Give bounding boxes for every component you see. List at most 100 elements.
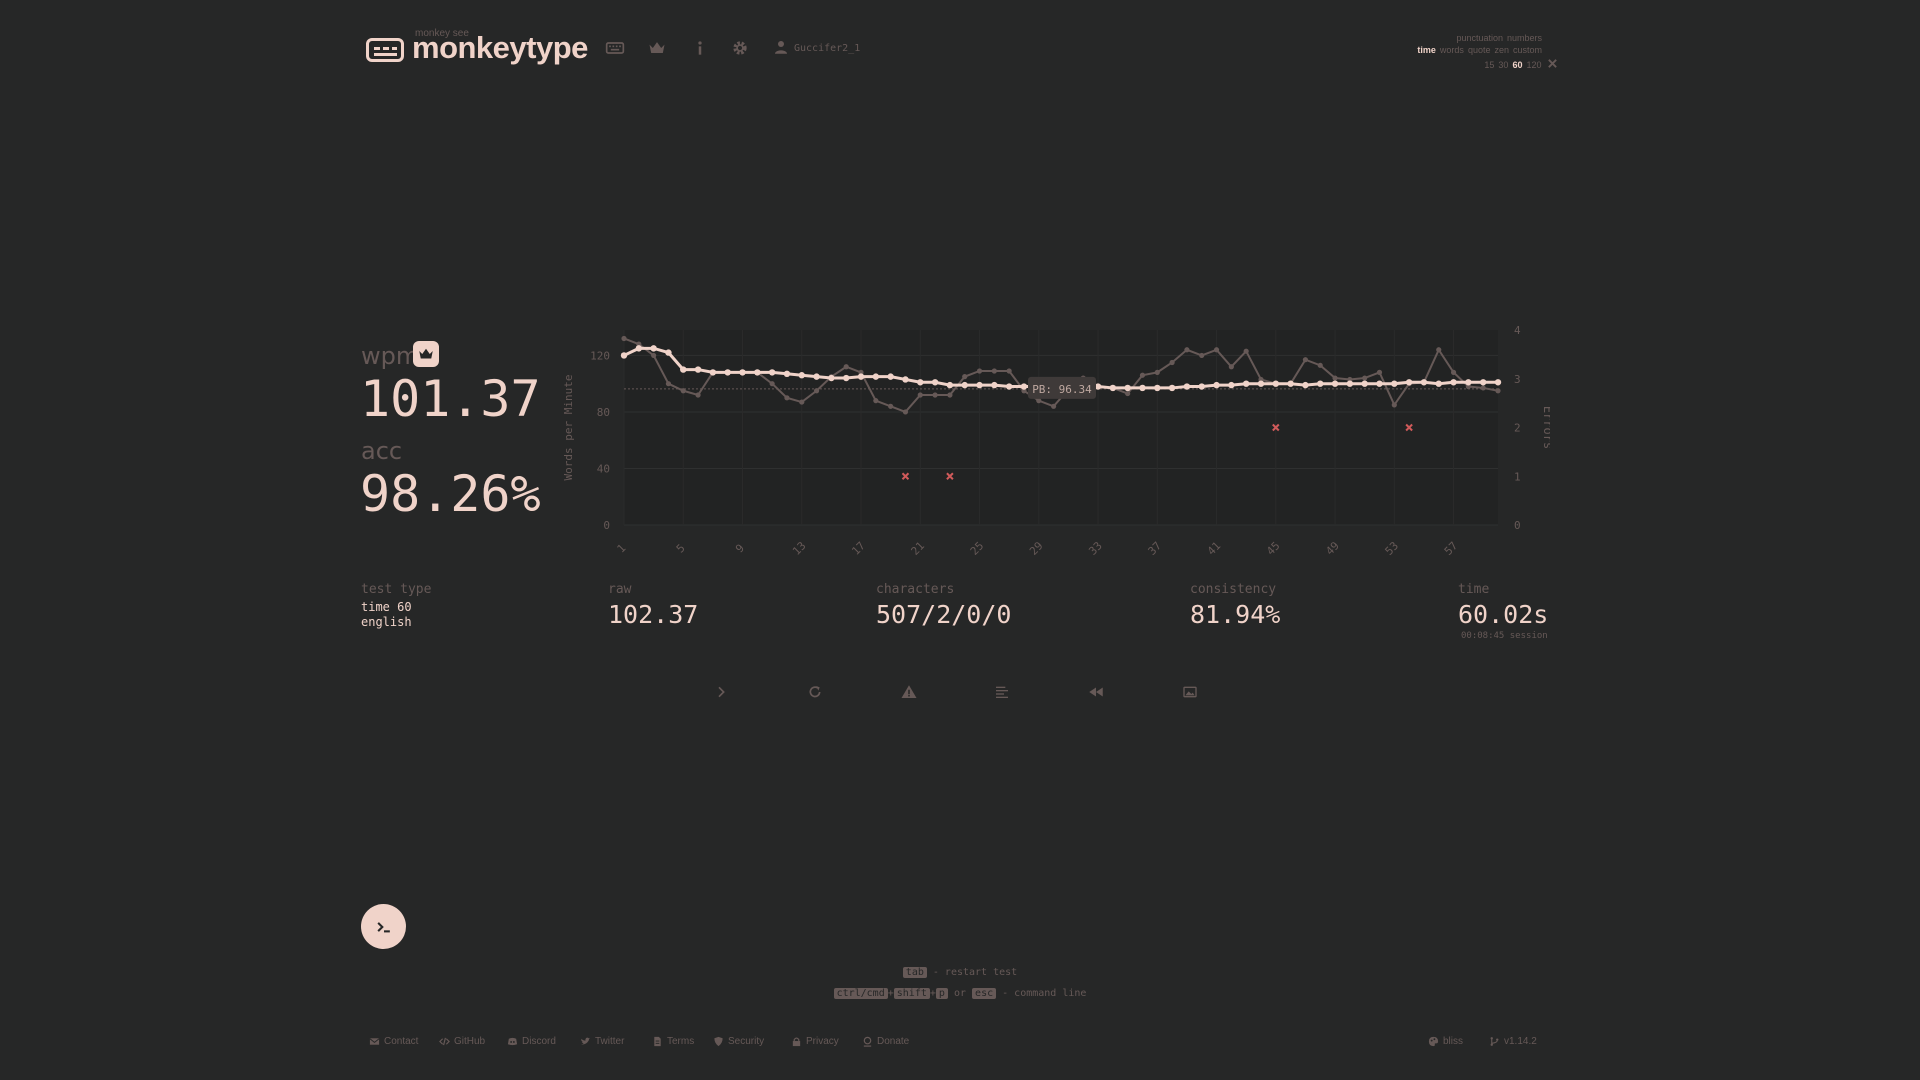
footer-github-label: GitHub (454, 1036, 486, 1047)
config-time-120[interactable]: 120 (1526, 60, 1542, 70)
code-branch-icon (1490, 1037, 1499, 1046)
footer-theme[interactable]: bliss (1428, 1036, 1463, 1047)
raw-data-point (1199, 352, 1205, 359)
config-mode-words[interactable]: words (1439, 45, 1464, 55)
wpm-data-point (1420, 379, 1428, 386)
wpm-data-point (1154, 384, 1161, 392)
wpm-data-point (1302, 381, 1309, 389)
wpm-data-point (976, 381, 983, 389)
next-test-button[interactable] (705, 680, 737, 704)
wpm-data-point (724, 369, 731, 376)
wpm-data-point (872, 373, 880, 380)
x-tick-label: 13 (790, 539, 809, 558)
config-mode-custom[interactable]: custom (1512, 45, 1542, 55)
settings-gear-icon[interactable] (730, 38, 754, 62)
wpm-data-point (857, 373, 865, 380)
footer-security[interactable]: Security (713, 1036, 764, 1047)
info-icon[interactable] (690, 38, 714, 62)
footer-github[interactable]: GitHub (439, 1036, 485, 1047)
accuracy-value: 98.26% (360, 465, 541, 523)
restart-test-button[interactable] (799, 680, 831, 704)
wpm-data-point (1465, 379, 1472, 386)
raw-data-point (651, 352, 657, 359)
esc-key: esc (972, 988, 997, 999)
wpm-data-point (917, 379, 924, 386)
wpm-data-point (828, 374, 835, 382)
watch-replay-button[interactable] (1080, 680, 1112, 704)
logo-icon[interactable] (366, 38, 404, 62)
footer-version[interactable]: v1.14.2 (1489, 1036, 1537, 1047)
wpm-value: 101.37 (360, 370, 541, 428)
x-tick-label: 57 (1442, 539, 1461, 558)
y-tick-label: 120 (590, 349, 610, 362)
leaderboard-crown-icon[interactable] (647, 38, 671, 62)
footer-donate[interactable]: Donate (862, 1036, 909, 1047)
wpm-data-point (1168, 384, 1176, 392)
raw-data-point (1495, 388, 1501, 394)
config-time-30[interactable]: 30 (1498, 60, 1509, 70)
practice-mistakes-button[interactable] (893, 680, 925, 704)
save-screenshot-button[interactable] (1174, 680, 1206, 704)
raw-data-point (1213, 347, 1220, 353)
wpm-data-point (1228, 381, 1235, 389)
config-row-modes: time words quote zen custom (1413, 45, 1542, 55)
raw-data-point (858, 369, 864, 375)
config-time-60[interactable]: 60 (1512, 60, 1523, 70)
plus-sign: + (887, 988, 894, 999)
chart-plot-area (624, 330, 1498, 525)
raw-data-point (947, 392, 953, 398)
y-tick-label: 0 (603, 519, 610, 532)
raw-data-point (665, 381, 672, 387)
config-mode-time[interactable]: time (1417, 45, 1436, 55)
restart-hint-text: - restart test (932, 967, 1018, 978)
brand-title[interactable]: monkeytype (412, 30, 588, 65)
footer-discord[interactable]: Discord (507, 1036, 556, 1047)
wpm-data-point (754, 369, 761, 376)
command-line-button[interactable] (361, 904, 406, 949)
account-user-icon[interactable] (772, 38, 796, 62)
wpm-data-point (1005, 383, 1013, 390)
x-tick-label: 25 (968, 539, 987, 558)
refresh-icon (809, 686, 821, 698)
wpm-data-point (768, 369, 776, 376)
wpm-data-point (709, 369, 717, 376)
config-tools-icon[interactable] (1547, 58, 1558, 69)
raw-data-point (1169, 359, 1175, 366)
wpm-data-point (991, 381, 998, 389)
wpm-data-point (946, 381, 954, 389)
config-numbers[interactable]: numbers (1506, 33, 1542, 43)
config-time-15[interactable]: 15 (1484, 60, 1495, 70)
image-icon (1183, 686, 1197, 698)
error-marker (1405, 423, 1413, 432)
characters-label: characters (876, 582, 955, 597)
footer-privacy[interactable]: Privacy (791, 1036, 839, 1047)
error-marker (946, 472, 954, 480)
footer-terms[interactable]: Terms (652, 1036, 694, 1047)
backward-icon (1089, 687, 1103, 697)
config-punctuation[interactable]: punctuation (1456, 33, 1503, 43)
wpm-data-point (1405, 379, 1413, 386)
y-axis-title: Words per Minute (562, 375, 575, 481)
donate-icon (863, 1036, 872, 1047)
footer-privacy-label: Privacy (806, 1036, 839, 1047)
raw-data-point (902, 409, 909, 415)
word-history-button[interactable] (986, 680, 1018, 704)
x-tick-label: 29 (1027, 539, 1046, 558)
wpm-data-point (1124, 384, 1131, 392)
config-mode-zen[interactable]: zen (1494, 45, 1509, 55)
y-tick-label: 40 (597, 462, 610, 475)
config-mode-quote[interactable]: quote (1467, 45, 1491, 55)
raw-data-point (873, 398, 879, 404)
x-tick-label: 53 (1383, 539, 1402, 558)
keyboard-icon[interactable] (605, 38, 629, 62)
test-type-mode: time 60 (361, 600, 412, 614)
footer-contact-label: Contact (384, 1036, 419, 1047)
wpm-data-point (665, 349, 672, 356)
footer-contact[interactable]: Contact (369, 1036, 418, 1047)
raw-data-point (962, 374, 968, 380)
raw-data-point (1332, 375, 1338, 381)
raw-data-point (843, 364, 849, 370)
footer-twitter[interactable]: Twitter (580, 1036, 624, 1047)
account-username[interactable]: Guccifer2_1 (794, 43, 861, 54)
